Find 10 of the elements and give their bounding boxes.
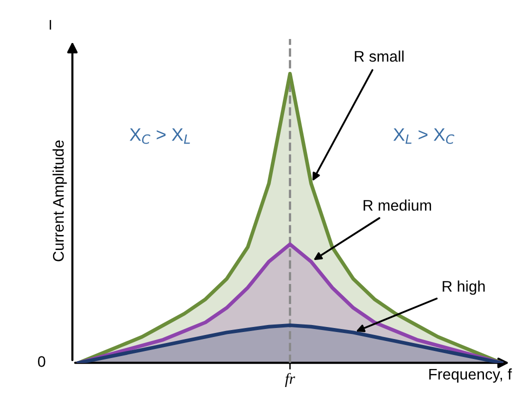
text: 0 [38, 356, 46, 367]
x-axis-title: Frequency, f [429, 368, 512, 383]
text: R high [442, 280, 485, 295]
annotation: X$_{L}$ > X$_{C}$ [393, 128, 454, 144]
y-axis-title: Current Amplitude [52, 140, 67, 262]
text: fr [285, 372, 296, 387]
text: R small [354, 50, 404, 62]
annotation: X$_{C}$ > X$_{L}$ [130, 128, 190, 144]
text: I [50, 20, 52, 30]
text: R medium [364, 200, 432, 211]
